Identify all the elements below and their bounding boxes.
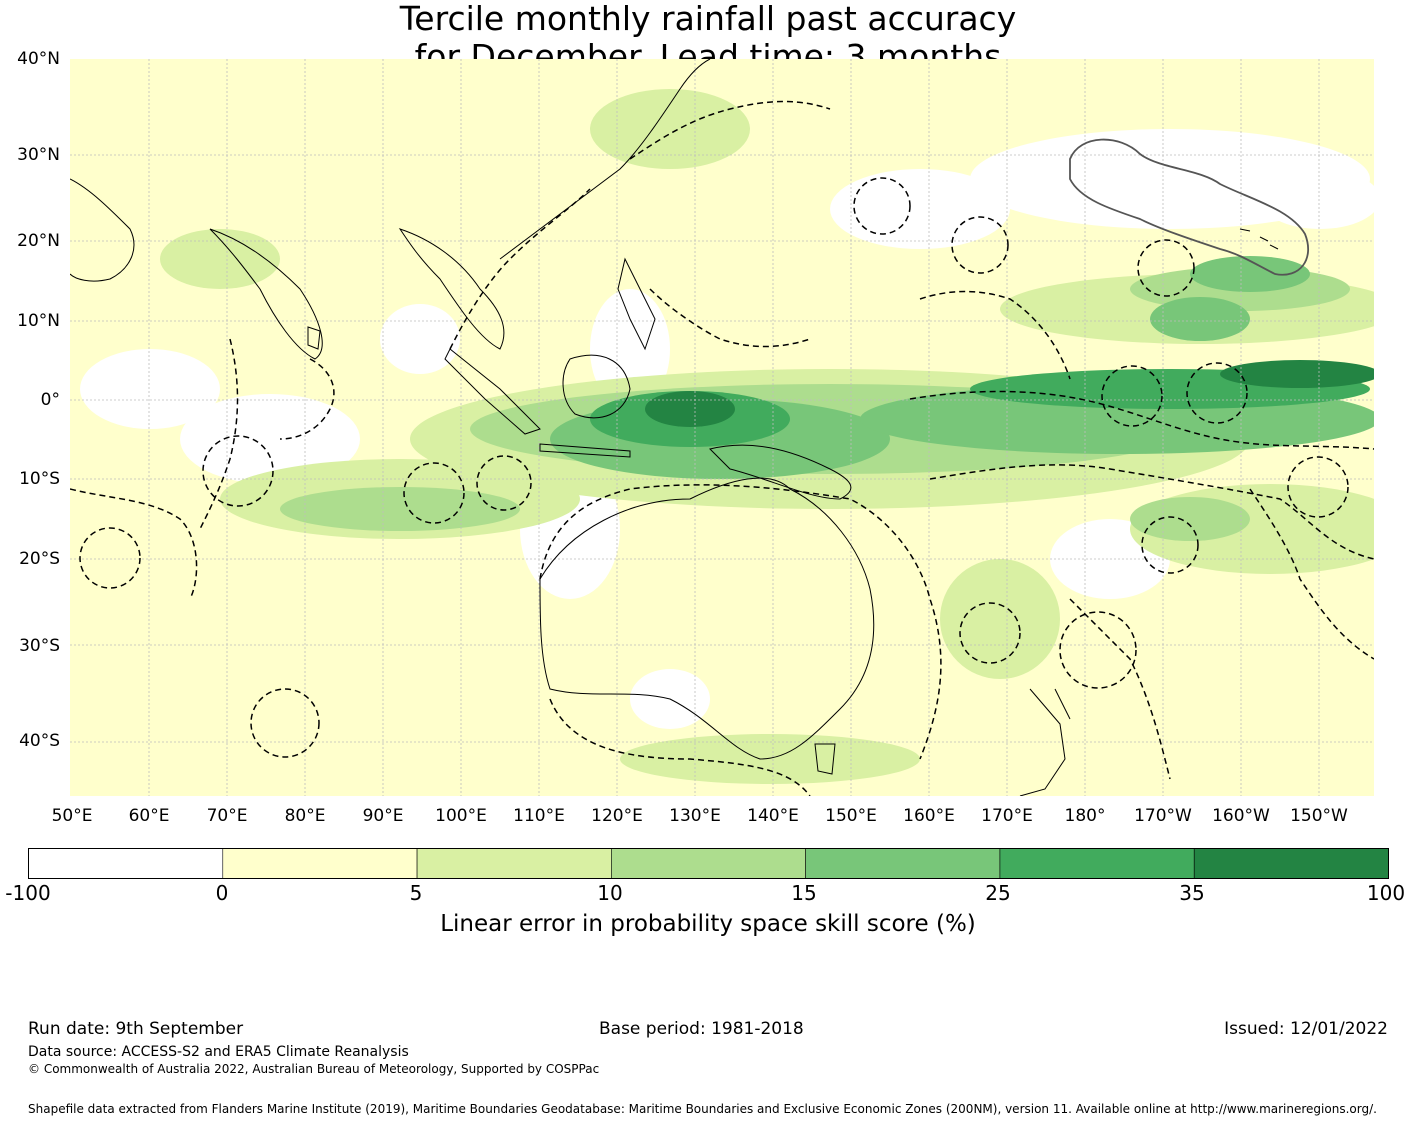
eez-circle (1141, 516, 1199, 574)
colorbar-cell (611, 848, 806, 879)
colorbar-tick: 15 (791, 881, 817, 905)
colorbar-label: Linear error in probability space skill … (440, 911, 976, 937)
colorbar-tick: 25 (985, 881, 1011, 905)
eez-line (929, 464, 1374, 560)
colorbar-cell (222, 848, 418, 879)
eez-circle (1287, 456, 1349, 518)
colorbar-cell (28, 848, 224, 879)
lat-label: 0° (40, 390, 60, 410)
lon-label: 100°E (435, 806, 487, 826)
india-coast (209, 228, 323, 360)
issued-date: Issued: 12/01/2022 (1224, 1019, 1388, 1039)
eez-line (1069, 598, 1171, 780)
eez-line (539, 484, 942, 760)
lat-label: 10°S (19, 469, 60, 489)
lat-label: 30°N (17, 145, 60, 165)
eez-circle (1186, 362, 1248, 424)
eez-circle (1059, 611, 1137, 689)
colorbar-cell (999, 848, 1195, 879)
lon-label: 70°E (206, 806, 248, 826)
shapefile-credit: Shapefile data extracted from Flanders M… (28, 1102, 1377, 1116)
eez-circle (1101, 365, 1163, 427)
tasmania-coast (814, 743, 836, 775)
lat-label: 40°N (17, 49, 60, 69)
eez-line (909, 390, 1374, 450)
coastlines (70, 59, 1279, 796)
eez-line (279, 358, 335, 440)
skill-score-map (70, 59, 1374, 796)
lon-label: 150°E (825, 806, 877, 826)
australia-coast (539, 477, 875, 760)
eez-circle (476, 455, 532, 511)
eez-circle (959, 602, 1021, 664)
lat-label: 20°N (17, 231, 60, 251)
eez-line (70, 488, 198, 600)
lon-label: 120°E (591, 806, 643, 826)
lon-label: 180° (1064, 806, 1106, 826)
lon-label: 150°W (1290, 806, 1348, 826)
hawaii-islands (1239, 228, 1279, 250)
lon-label: 170°W (1134, 806, 1192, 826)
lon-label: 130°E (669, 806, 721, 826)
colorbar-cell (1193, 848, 1389, 879)
colorbar-tick: 100 (1366, 881, 1406, 905)
lat-label: 20°S (19, 549, 60, 569)
eez-circle (951, 216, 1009, 274)
eez-circle (202, 435, 274, 507)
lat-label: 40°S (19, 731, 60, 751)
china-coast (499, 59, 711, 260)
eez-circle (853, 177, 911, 235)
lon-label: 80°E (284, 806, 326, 826)
lon-label: 140°E (747, 806, 799, 826)
data-source: Data source: ACCESS-S2 and ERA5 Climate … (28, 1044, 409, 1060)
eez-line (549, 698, 811, 796)
run-date: Run date: 9th September (28, 1019, 244, 1039)
colorbar-tick: 10 (597, 881, 623, 905)
colorbar-cell (416, 848, 612, 879)
colorbar-tick: -100 (5, 881, 51, 905)
sumatra-coast (444, 348, 541, 435)
java-coast (539, 443, 631, 458)
eez-boundaries (70, 100, 1374, 796)
hawaii-contour (1069, 138, 1310, 276)
sri-lanka-coast (307, 326, 321, 350)
base-period: Base period: 1981-2018 (599, 1019, 804, 1039)
copyright: © Commonwealth of Australia 2022, Austra… (28, 1062, 600, 1076)
lon-label: 110°E (513, 806, 565, 826)
new-guinea-coast (709, 444, 852, 500)
philippines-coast (617, 257, 656, 351)
eez-line (919, 290, 1071, 380)
lon-label: 160°E (903, 806, 955, 826)
chart-title-line1: Tercile monthly rainfall past accuracy (399, 0, 1017, 38)
eez-circle (1137, 239, 1195, 297)
eez-line (649, 288, 811, 348)
lat-label: 10°N (17, 311, 60, 331)
lon-label: 160°W (1212, 806, 1270, 826)
indochina-coast (398, 228, 505, 350)
eez-circle (250, 688, 320, 758)
colorbar-tick: 35 (1179, 881, 1205, 905)
lat-label: 30°S (19, 636, 60, 656)
eez-circle (79, 527, 141, 589)
colorbar-cell (805, 848, 1001, 879)
eez-line (629, 100, 831, 160)
arabia-coast (70, 178, 135, 282)
lon-label: 170°E (981, 806, 1033, 826)
colorbar-tick: 0 (215, 881, 229, 905)
eez-line (199, 338, 239, 530)
lon-label: 50°E (51, 806, 93, 826)
new-zealand-coast (1019, 688, 1071, 796)
borneo-coast (562, 354, 631, 419)
lon-label: 60°E (128, 806, 170, 826)
eez-circle (403, 462, 465, 524)
colorbar (28, 848, 1389, 879)
lon-label: 90°E (362, 806, 404, 826)
colorbar-tick: 5 (409, 881, 423, 905)
eez-line (1249, 488, 1374, 660)
